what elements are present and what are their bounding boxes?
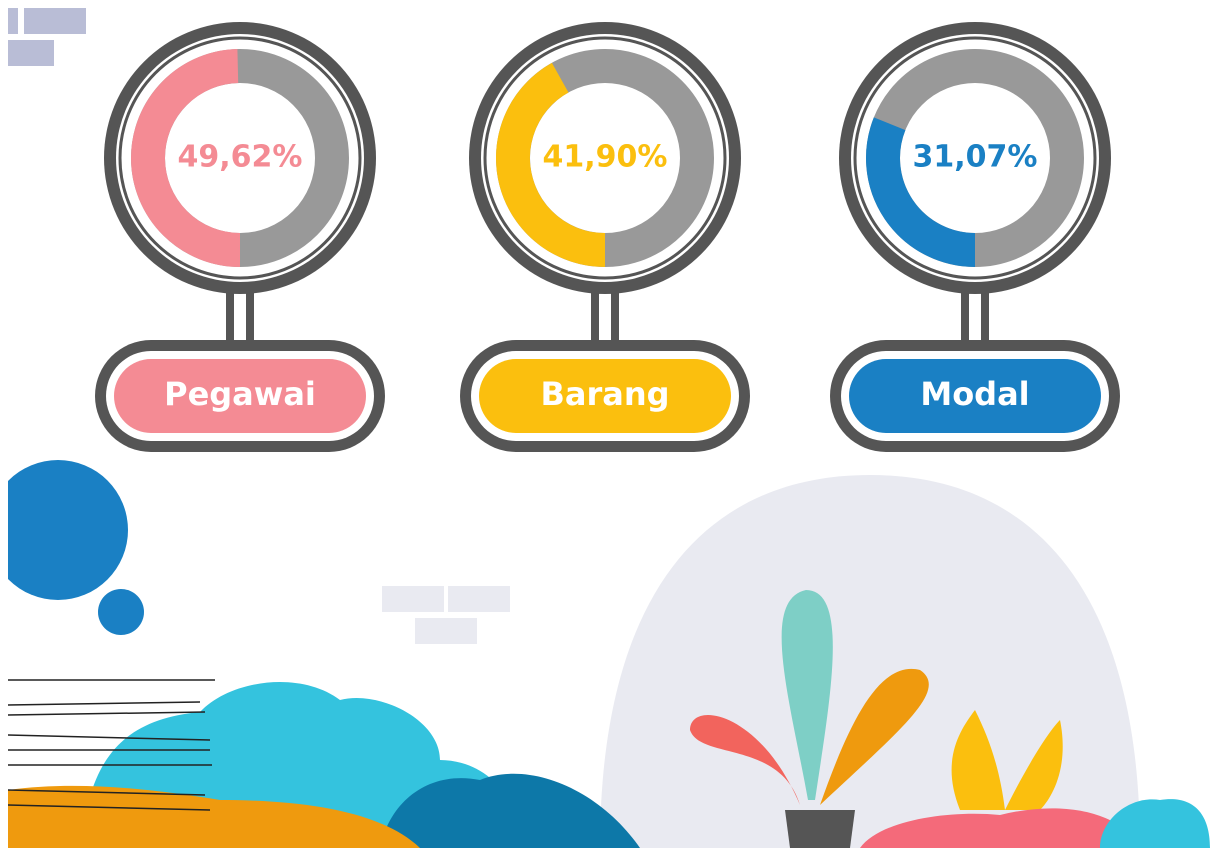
category-label: Barang [540,375,669,413]
gauge: 49,62% Pegawai [95,22,385,452]
category-label: Pegawai [164,375,316,413]
category-label: Modal [920,375,1029,413]
value-label: 31,07% [913,140,1038,175]
value-label: 49,62% [178,140,303,175]
gauge: 31,07% Modal [830,22,1120,452]
gauge-ring [483,36,727,280]
donut-arc [131,49,241,267]
gauge-ring [118,36,362,280]
donut-arc [496,62,606,267]
gauge-ring [853,36,1097,280]
decoration [0,8,1210,848]
pill [479,359,731,433]
donut-arc [866,117,976,267]
value-label: 41,90% [543,140,668,175]
gauge: 41,90% Barang [460,22,750,452]
pill [114,359,366,433]
gauges: 49,62% Pegawai 41,90% Barang 31,07% Modal [95,22,1120,452]
pill [849,359,1101,433]
